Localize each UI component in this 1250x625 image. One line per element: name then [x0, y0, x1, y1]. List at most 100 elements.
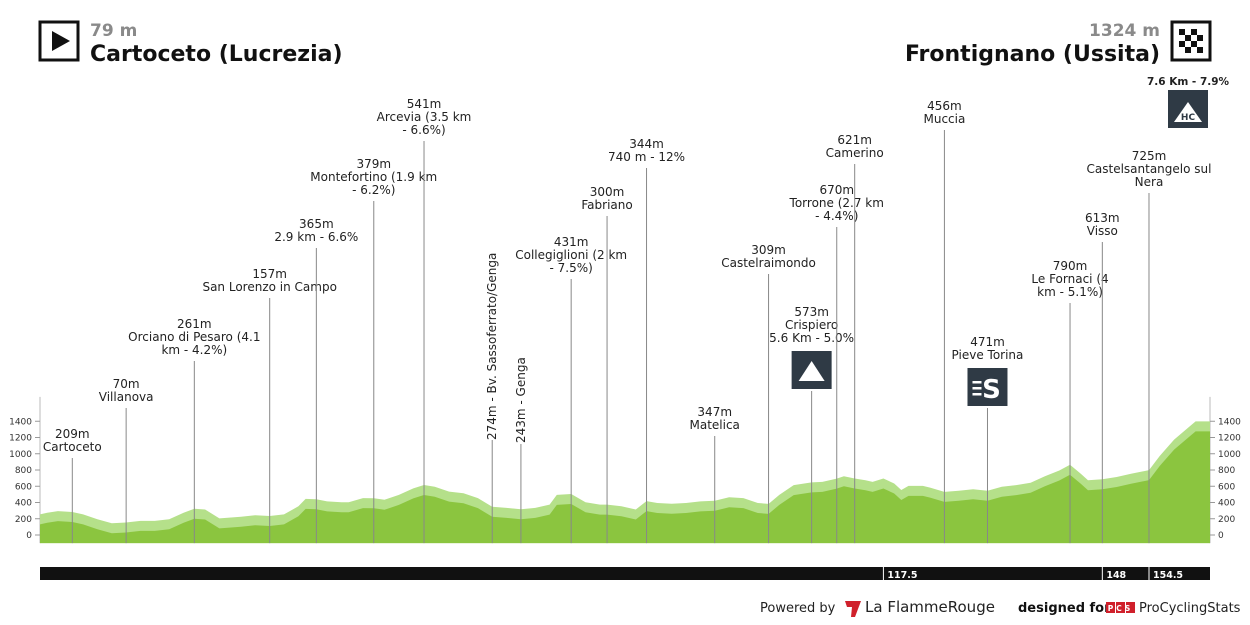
- waypoint-label: Orciano di Pesaro (4.1: [128, 330, 260, 344]
- flammerouge-logo-icon: [845, 601, 861, 617]
- axes: 0 0 200 200 400 400 600 600 800 800 1000 1000 1200 12…: [9, 396, 1241, 544]
- waypoint-label: Camerino: [826, 146, 884, 160]
- checkered-flag-square: [1197, 47, 1203, 53]
- y-tick-label-right: 800: [1218, 466, 1235, 476]
- x-tick-label: 12: [120, 555, 133, 566]
- final-climb-text: 7.6 Km - 7.9%: [1147, 76, 1230, 88]
- waypoint-label: 157m: [252, 267, 287, 281]
- waypoint-label: Nera: [1135, 175, 1164, 189]
- y-tick-label-right: 200: [1218, 515, 1235, 525]
- y-tick-label-left: 600: [15, 482, 32, 492]
- waypoint-label: 379m: [356, 157, 391, 171]
- y-tick-label-left: 200: [15, 515, 32, 525]
- start-header: 79 m Cartoceto (Lucrezia): [38, 20, 343, 67]
- x-tick-label: 79: [601, 555, 614, 566]
- x-tick-label: 4.5: [64, 555, 80, 566]
- x-tick-label: 94: [708, 555, 721, 566]
- finish-header: 1324 m Frontignano (Ussita): [905, 20, 1212, 67]
- checkered-flag-square: [1191, 41, 1197, 47]
- x-tick-label: 21.5: [183, 555, 205, 566]
- x-tick-label: 143.5: [1056, 555, 1085, 566]
- waypoint-label: 365m: [299, 217, 334, 231]
- waypoint-label: Castelsantangelo sul: [1087, 162, 1212, 176]
- waypoint-label: 471m: [970, 335, 1005, 349]
- waypoint-7: 274m - Bv. Sassoferrato/Genga: [485, 253, 499, 544]
- waypoint-label: km - 5.1%): [1037, 285, 1103, 299]
- waypoint-label: Torrone (2.7 km: [789, 196, 884, 210]
- waypoint-label: Muccia: [923, 112, 965, 126]
- waypoint-label: 670m: [819, 183, 854, 197]
- x-tick-label: 113.5: [840, 555, 869, 566]
- y-tick-label-right: 400: [1218, 499, 1235, 509]
- waypoint-label: - 7.5%): [550, 261, 593, 275]
- y-tick-label-left: 0: [26, 531, 32, 541]
- x-tick-label: 0: [43, 552, 51, 566]
- x-tick-label: 32: [263, 555, 276, 566]
- footer: Powered by La FlammeRouge designed for P…: [760, 598, 1241, 617]
- waypoint-label: km - 4.2%): [161, 343, 227, 357]
- waypoint-label: Villanova: [99, 390, 154, 404]
- waypoint-label: 431m: [554, 235, 589, 249]
- waypoint-label: 2.9 km - 6.6%: [274, 230, 358, 244]
- x-tick-label: 163: [1182, 552, 1207, 566]
- waypoint-label: Visso: [1087, 224, 1118, 238]
- waypoint-label: 344m: [629, 137, 664, 151]
- finish-elevation: 1324 m: [1089, 21, 1160, 41]
- y-tick-label-right: 1200: [1218, 434, 1241, 444]
- waypoint-label: 541m: [407, 97, 442, 111]
- pcs-logo-icon: PCS: [1106, 602, 1135, 613]
- play-icon-triangle: [52, 31, 70, 51]
- y-tick-label-left: 400: [15, 499, 32, 509]
- sprint-icon-stripe: [972, 381, 982, 384]
- y-tick-label-right: 1400: [1218, 417, 1241, 427]
- start-elevation: 79 m: [90, 21, 137, 41]
- start-name: Cartoceto (Lucrezia): [90, 42, 343, 67]
- x-tick-label: 74: [565, 555, 578, 566]
- waypoint-label: San Lorenzo in Campo: [202, 280, 336, 294]
- final-climb-badge: 7.6 Km - 7.9% HC: [1147, 76, 1230, 128]
- x-tick-label: 107.5: [797, 555, 826, 566]
- waypoint-label: 621m: [837, 133, 872, 147]
- waypoint-label: 209m: [55, 427, 90, 441]
- powered-by-text: Powered by: [760, 601, 836, 616]
- x-tick-label: 63: [486, 555, 499, 566]
- waypoint-label: - 4.4%): [815, 209, 858, 223]
- play-icon: [38, 20, 80, 62]
- waypoint-label: Cartoceto: [43, 440, 102, 454]
- x-tick-label: 84.5: [635, 555, 657, 566]
- waypoint-label: Fabriano: [581, 198, 632, 212]
- waypoint-label: 5.6 Km - 5.0%: [769, 331, 854, 345]
- checkered-flag-square: [1197, 35, 1203, 41]
- waypoint-label: Pieve Torina: [952, 348, 1024, 362]
- distance-bar-fill: [40, 567, 1210, 580]
- y-tick-label-right: 1000: [1218, 450, 1241, 460]
- waypoint-label: 790m: [1053, 259, 1088, 273]
- waypoint-label: 274m - Bv. Sassoferrato/Genga: [485, 253, 499, 440]
- waypoint-label: 261m: [177, 317, 212, 331]
- hc-climb-icon-peak: [1174, 102, 1202, 122]
- waypoint-label: 309m: [751, 243, 786, 257]
- distance-marker-label: 117.5: [887, 570, 917, 581]
- checkered-flag-icon: [1170, 20, 1212, 62]
- waypoint-label: 573m: [794, 305, 829, 319]
- distance-marker-label: 154.5: [1153, 570, 1183, 581]
- waypoint-label: 613m: [1085, 211, 1120, 225]
- sprint-icon-stripe: [972, 393, 982, 396]
- x-tick-label: 53.5: [413, 555, 435, 566]
- checkered-flag-square: [1185, 35, 1191, 41]
- y-tick-label-left: 1400: [9, 417, 32, 427]
